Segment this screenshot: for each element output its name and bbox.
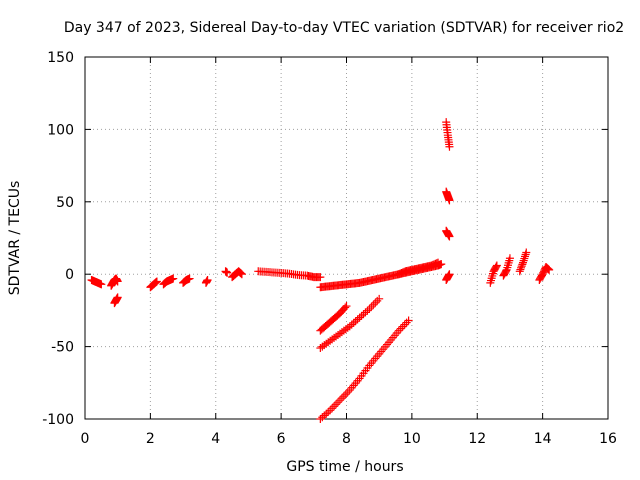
data-point xyxy=(357,311,366,320)
x-tick-label: 0 xyxy=(81,431,90,447)
data-point xyxy=(516,265,525,274)
data-point xyxy=(369,300,378,309)
data-point xyxy=(519,258,528,267)
data-point xyxy=(404,316,413,325)
data-point xyxy=(492,261,501,270)
data-point xyxy=(97,280,106,289)
y-tick-label: 100 xyxy=(47,122,74,138)
x-tick-label: 10 xyxy=(403,431,421,447)
data-point xyxy=(349,318,358,327)
data-point xyxy=(371,298,380,307)
y-tick-label: -50 xyxy=(51,340,74,356)
data-point xyxy=(169,274,178,283)
data-point xyxy=(328,404,337,413)
data-point xyxy=(519,256,528,265)
data-point xyxy=(373,296,382,305)
data-point xyxy=(326,406,335,415)
y-tick-label: 0 xyxy=(65,267,74,283)
data-point xyxy=(324,408,333,417)
data-point xyxy=(521,250,530,259)
x-tick-label: 4 xyxy=(211,431,220,447)
x-tick-label: 6 xyxy=(277,431,286,447)
data-point xyxy=(342,302,351,311)
data-point xyxy=(343,388,352,397)
data-point xyxy=(520,252,529,261)
data-point xyxy=(152,277,161,286)
x-tick-label: 12 xyxy=(468,431,486,447)
y-tick-label: 150 xyxy=(47,50,74,66)
data-point xyxy=(355,313,364,322)
data-point xyxy=(361,308,370,317)
data-point xyxy=(318,413,327,422)
data-point xyxy=(515,267,524,276)
data-point xyxy=(505,254,514,263)
data-point xyxy=(492,262,501,271)
y-axis-label: SDTVAR / TECUs xyxy=(7,181,23,296)
data-point xyxy=(185,274,194,283)
x-axis-label: GPS time / hours xyxy=(286,459,403,475)
data-point xyxy=(445,270,454,279)
y-tick-label: 50 xyxy=(56,195,74,211)
chart-title: Day 347 of 2023, Sidereal Day-to-day VTE… xyxy=(64,20,624,36)
data-point xyxy=(445,196,454,205)
data-point xyxy=(322,409,331,418)
y-tick-label: -100 xyxy=(42,412,74,428)
data-point xyxy=(396,324,405,333)
data-point xyxy=(316,273,325,282)
data-point xyxy=(434,258,443,267)
data-point xyxy=(337,394,346,403)
data-point xyxy=(367,302,376,311)
data-point xyxy=(359,310,368,319)
data-point xyxy=(341,390,350,399)
data-point xyxy=(545,265,554,274)
data-point xyxy=(316,415,325,423)
data-point xyxy=(518,260,527,269)
data-point xyxy=(237,270,246,279)
grid xyxy=(85,57,608,419)
data-point xyxy=(351,317,360,326)
data-point xyxy=(400,320,409,329)
data-point xyxy=(517,263,526,272)
data-point xyxy=(330,402,339,411)
data-point xyxy=(335,396,344,405)
data-point xyxy=(445,232,454,241)
data-point xyxy=(394,326,403,335)
data-point xyxy=(375,294,384,303)
data-point xyxy=(332,400,341,409)
data-point xyxy=(502,267,511,276)
data-point xyxy=(365,304,374,313)
x-tick-label: 8 xyxy=(342,431,351,447)
data-point xyxy=(113,277,122,286)
data-point xyxy=(517,262,526,271)
data-point xyxy=(398,322,407,331)
data-points xyxy=(87,118,554,423)
data-point xyxy=(203,275,212,284)
data-point xyxy=(334,398,343,407)
data-point xyxy=(363,306,372,315)
data-point xyxy=(339,392,348,401)
data-point xyxy=(341,303,350,312)
axis-ticks: 0 2 4 6 8 10 12 14 16 -100 -50 0 50 100 150 xyxy=(42,50,617,447)
data-point xyxy=(353,315,362,324)
x-tick-label: 14 xyxy=(534,431,552,447)
data-point xyxy=(320,411,329,420)
data-point xyxy=(402,318,411,327)
data-point xyxy=(522,248,531,257)
data-point xyxy=(347,320,356,329)
x-tick-label: 16 xyxy=(599,431,617,447)
data-point xyxy=(223,268,232,277)
data-point xyxy=(345,322,354,331)
data-point xyxy=(113,293,122,302)
x-tick-label: 2 xyxy=(146,431,155,447)
data-point xyxy=(520,254,529,263)
data-point xyxy=(445,142,454,151)
